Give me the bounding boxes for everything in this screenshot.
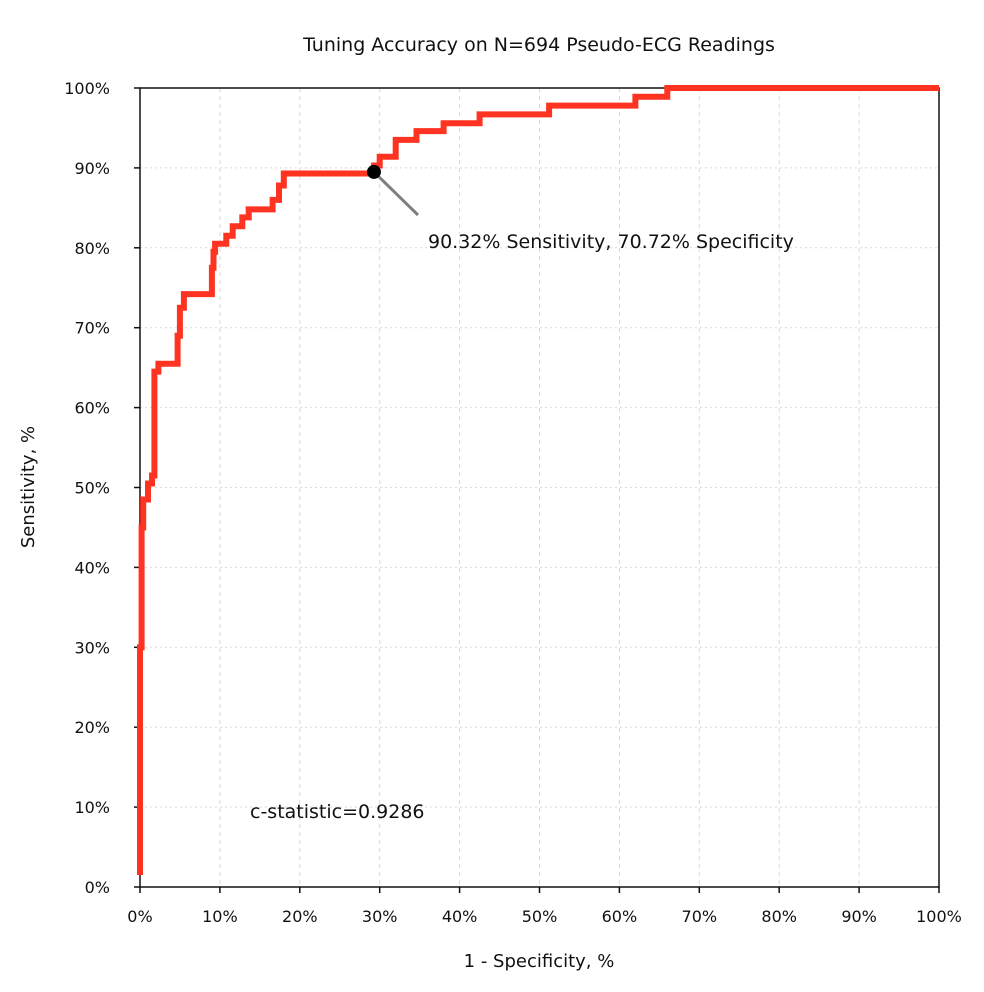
y-tick-label: 90% xyxy=(74,159,110,178)
annotation-c-statistic: c-statistic=0.9286 xyxy=(250,801,425,823)
x-tick-labels: 0% 10% 20% 30% 40% 50% 60% 70% 80% 90% 100% xyxy=(127,907,962,926)
x-tick-label: 70% xyxy=(682,907,718,926)
y-tick-label: 50% xyxy=(74,479,110,498)
x-tick-label: 60% xyxy=(602,907,638,926)
y-tick-label: 100% xyxy=(64,79,110,98)
y-tick-label: 40% xyxy=(74,558,110,577)
y-tick-label: 20% xyxy=(74,718,110,737)
x-tick-label: 10% xyxy=(202,907,238,926)
x-axis-label: 1 - Specificity, % xyxy=(464,951,615,972)
roc-curve-group xyxy=(137,85,939,875)
annotation-leader-line xyxy=(372,170,420,217)
y-axis-label: Sensitivity, % xyxy=(18,426,39,548)
x-tick-label: 90% xyxy=(841,907,877,926)
roc-curve-line xyxy=(137,85,939,875)
y-tick-labels: 0% 10% 20% 30% 40% 50% 60% 70% 80% 90% 100% xyxy=(64,79,110,897)
y-tick-label: 70% xyxy=(74,319,110,338)
x-tick-label: 40% xyxy=(442,907,478,926)
chart-title: Tuning Accuracy on N=694 Pseudo-ECG Read… xyxy=(302,34,775,56)
annotation-operating-point: 90.32% Sensitivity, 70.72% Specificity xyxy=(428,231,794,253)
y-tick-label: 10% xyxy=(74,798,110,817)
x-tick-label: 100% xyxy=(916,907,962,926)
x-tick-label: 80% xyxy=(761,907,797,926)
y-tick-label: 0% xyxy=(85,878,110,897)
grid-lines xyxy=(140,88,939,887)
x-tick-label: 30% xyxy=(362,907,398,926)
y-tick-label: 60% xyxy=(74,399,110,418)
x-tick-label: 0% xyxy=(127,907,152,926)
y-tick-label: 30% xyxy=(74,638,110,657)
y-tick-label: 80% xyxy=(74,239,110,258)
x-tick-label: 20% xyxy=(282,907,318,926)
x-tick-label: 50% xyxy=(522,907,558,926)
operating-point-marker xyxy=(366,164,381,179)
